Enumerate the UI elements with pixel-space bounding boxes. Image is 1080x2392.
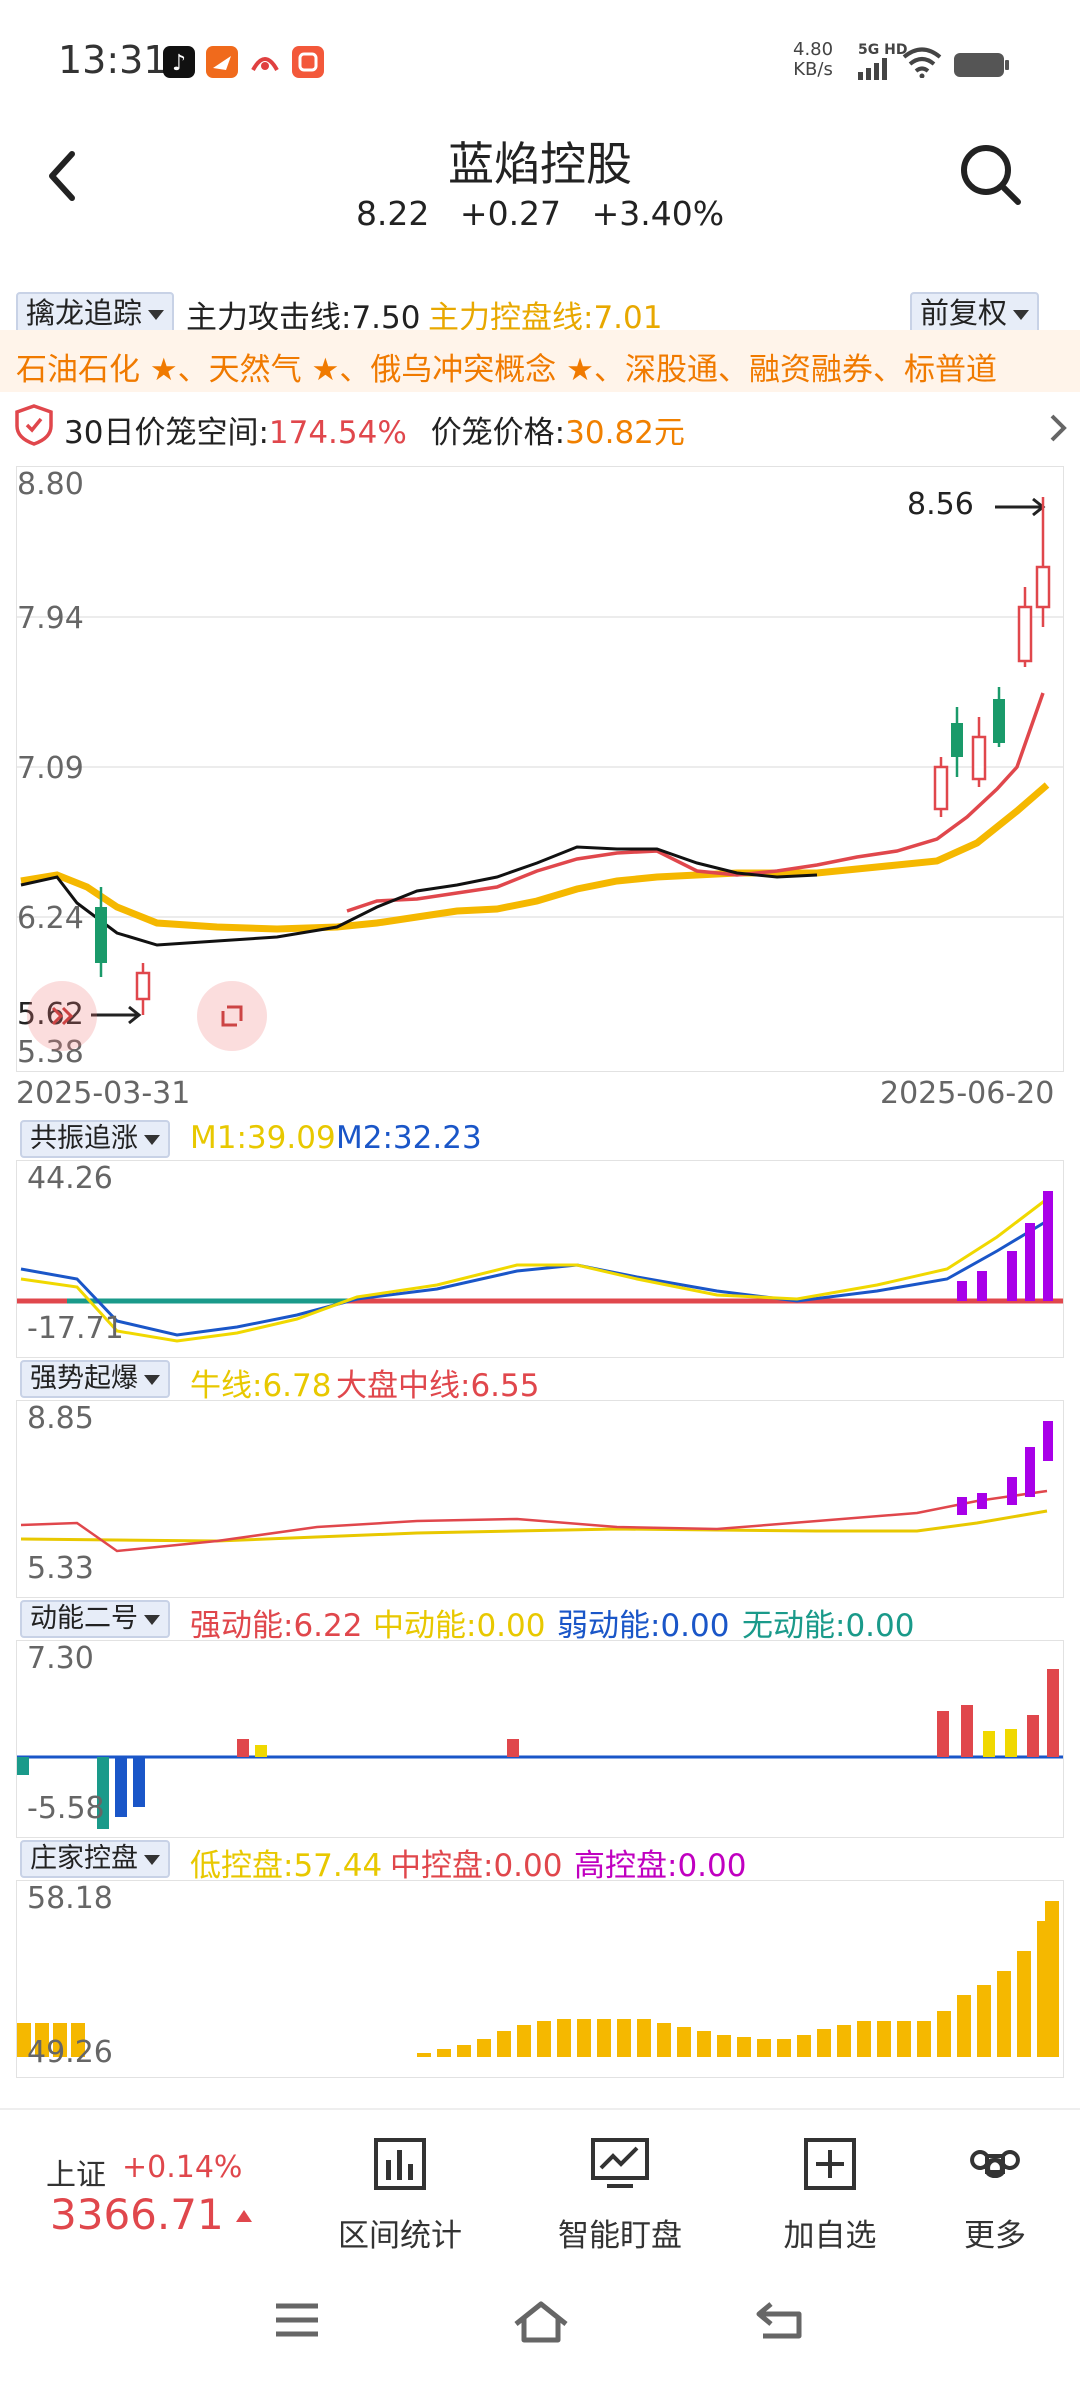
mid-control-value: 中控盘:0.00 — [390, 1848, 563, 1884]
network-type: 5G HD — [858, 42, 908, 58]
date-end: 2025-06-20 — [880, 1076, 1055, 1111]
resonance-chart[interactable]: 44.26 -17.71 — [16, 1160, 1064, 1358]
index-change: +0.14% — [122, 2150, 243, 2185]
back-icon[interactable] — [44, 148, 80, 204]
chevron-right-icon[interactable] — [1046, 410, 1070, 446]
indicator-dropdown[interactable]: 擒龙追踪 — [16, 292, 175, 334]
panel1-bottom: -17.71 — [27, 1311, 124, 1346]
taobao-icon — [292, 46, 324, 78]
wifi-icon — [902, 47, 942, 78]
index-name: 上证 — [46, 2158, 106, 2193]
menu-icon[interactable] — [272, 2300, 322, 2340]
index-value[interactable]: 3366.71 — [50, 2190, 224, 2239]
y-axis-label: 6.24 — [17, 901, 84, 936]
y-axis-label: 5.38 — [17, 1035, 84, 1070]
back-nav-icon[interactable] — [755, 2300, 805, 2340]
resonance-dropdown[interactable]: 共振追涨 — [20, 1120, 170, 1158]
dealer-control-dropdown[interactable]: 庄家控盘 — [20, 1840, 170, 1878]
m2-value: M2:32.23 — [336, 1120, 482, 1156]
chevron-down-icon — [144, 1134, 160, 1145]
panel2-bottom: 5.33 — [27, 1551, 94, 1586]
panel2-top: 8.85 — [27, 1401, 94, 1436]
high-control-value: 高控盘:0.00 — [574, 1848, 747, 1884]
no-momentum-value: 无动能:0.00 — [742, 1608, 915, 1644]
market-midline-value: 大盘中线:6.55 — [336, 1368, 540, 1404]
interval-stats-button[interactable]: 区间统计 — [320, 2136, 480, 2255]
chevron-down-icon — [144, 1614, 160, 1625]
concept-bar[interactable] — [0, 330, 1080, 392]
more-button[interactable]: 更多 — [925, 2136, 1065, 2255]
date-start: 2025-03-31 — [16, 1076, 191, 1111]
panel3-top: 7.30 — [27, 1641, 94, 1676]
star-icon: ★ — [311, 352, 340, 388]
adjust-dropdown[interactable]: 前复权 — [910, 292, 1040, 334]
low-price-mark: 5.62 — [17, 997, 84, 1032]
command-icon — [970, 2150, 1020, 2178]
smart-monitor-button[interactable]: 智能盯盘 — [540, 2136, 700, 2255]
momentum-dropdown[interactable]: 动能二号 — [20, 1600, 170, 1638]
tiktok-icon: ♪ — [163, 46, 195, 78]
mid-momentum-value: 中动能:0.00 — [373, 1608, 546, 1644]
price-change-pct: +3.40% — [591, 194, 725, 233]
bull-line-value: 牛线:6.78 — [190, 1368, 332, 1404]
chevron-down-icon — [148, 310, 165, 320]
bar-chart-icon — [374, 2138, 426, 2190]
panel3-bottom: -5.58 — [27, 1791, 105, 1826]
star-icon: ★ — [149, 352, 178, 388]
m1-value: M1:39.09 — [190, 1120, 336, 1156]
network-speed: 4.80 KB/s — [793, 39, 834, 80]
price-summary: 8.22 +0.27 +3.40% — [0, 194, 1080, 233]
kline-chart[interactable]: 8.80 7.94 7.09 6.24 5.38 8.56 5.62 — [16, 466, 1064, 1072]
concept-list[interactable]: 石油石化 ★、天然气 ★、俄乌冲突概念 ★、深股通、融资融券、标普道 — [16, 352, 997, 388]
divider — [0, 2108, 1080, 2110]
shield-icon — [15, 404, 53, 446]
fullscreen-icon — [221, 1005, 243, 1027]
feishu-icon — [206, 46, 238, 78]
add-watchlist-button[interactable]: 加自选 — [750, 2136, 910, 2255]
search-icon[interactable] — [958, 142, 1024, 208]
current-price: 8.22 — [355, 194, 430, 233]
chevron-down-icon — [144, 1374, 160, 1385]
dealer-control-chart[interactable]: 58.18 49.26 — [16, 1880, 1064, 2078]
panel4-top: 58.18 — [27, 1881, 113, 1916]
crosshair-icon — [51, 1006, 74, 1026]
momentum-chart[interactable]: 7.30 -5.58 — [16, 1640, 1064, 1838]
page-title: 蓝焰控股 — [448, 137, 632, 191]
weak-momentum-value: 弱动能:0.00 — [557, 1608, 730, 1644]
status-time: 13:31 — [58, 38, 168, 82]
strong-momentum-value: 强动能:6.22 — [190, 1608, 363, 1644]
arrow-up-icon — [236, 2210, 252, 2222]
high-price-mark: 8.56 — [907, 487, 974, 522]
chevron-down-icon — [144, 1854, 160, 1865]
low-control-value: 低控盘:57.44 — [190, 1848, 383, 1884]
monitor-chart-icon — [591, 2138, 649, 2188]
fullscreen-button[interactable] — [197, 981, 267, 1051]
home-icon[interactable] — [512, 2300, 570, 2344]
cage-row[interactable]: 30日价笼空间:174.54% 价笼价格:30.82元 — [64, 415, 685, 451]
y-axis-label: 7.94 — [17, 601, 84, 636]
add-box-icon — [804, 2138, 856, 2190]
chevron-down-icon — [1013, 310, 1030, 320]
battery-icon — [954, 53, 1009, 77]
breakout-chart[interactable]: 8.85 5.33 — [16, 1400, 1064, 1598]
ai-app-icon — [249, 46, 281, 78]
status-bar: 13:31 ♪ 4.80 KB/s 5G HD — [0, 0, 1080, 130]
panel4-bottom: 49.26 — [27, 2035, 113, 2070]
y-axis-label: 7.09 — [17, 751, 84, 786]
svg-text:♪: ♪ — [172, 51, 186, 76]
crosshair-toggle-button[interactable] — [27, 981, 97, 1051]
panel1-top: 44.26 — [27, 1161, 113, 1196]
star-icon: ★ — [566, 352, 594, 388]
signal-icon — [858, 58, 887, 80]
price-change: +0.27 — [459, 194, 562, 233]
breakout-dropdown[interactable]: 强势起爆 — [20, 1360, 170, 1398]
y-axis-label: 8.80 — [17, 467, 84, 502]
